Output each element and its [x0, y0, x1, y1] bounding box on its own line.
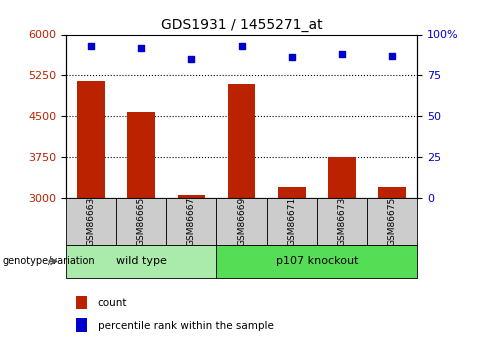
Bar [317, 198, 367, 245]
Bar [266, 198, 317, 245]
Bar [328, 157, 356, 198]
Bar [127, 112, 155, 198]
Bar [217, 198, 266, 245]
Text: GSM86663: GSM86663 [86, 197, 96, 246]
Bar [116, 198, 166, 245]
Point [388, 53, 396, 59]
Bar [66, 245, 217, 278]
Bar [77, 81, 105, 198]
Title: GDS1931 / 1455271_at: GDS1931 / 1455271_at [161, 18, 323, 32]
Text: genotype/variation: genotype/variation [2, 256, 95, 266]
Bar [166, 198, 217, 245]
Point [288, 55, 296, 60]
Text: GSM86667: GSM86667 [187, 197, 196, 246]
Text: GSM86665: GSM86665 [137, 197, 146, 246]
Bar [378, 187, 406, 198]
Point [187, 56, 195, 62]
Bar [77, 296, 87, 309]
Bar [77, 318, 87, 332]
Text: GSM86675: GSM86675 [387, 197, 397, 246]
Bar [217, 245, 417, 278]
Text: GSM86669: GSM86669 [237, 197, 246, 246]
Bar [178, 195, 205, 198]
Bar [228, 84, 255, 198]
Bar [367, 198, 417, 245]
Bar [278, 187, 305, 198]
Text: GSM86673: GSM86673 [337, 197, 346, 246]
Text: percentile rank within the sample: percentile rank within the sample [98, 321, 273, 331]
Point [137, 45, 145, 50]
Text: p107 knockout: p107 knockout [276, 256, 358, 266]
Text: GSM86671: GSM86671 [287, 197, 296, 246]
Bar [66, 198, 116, 245]
Point [87, 43, 95, 49]
Text: wild type: wild type [116, 256, 166, 266]
Point [238, 43, 245, 49]
Text: count: count [98, 298, 127, 308]
Point [338, 51, 346, 57]
